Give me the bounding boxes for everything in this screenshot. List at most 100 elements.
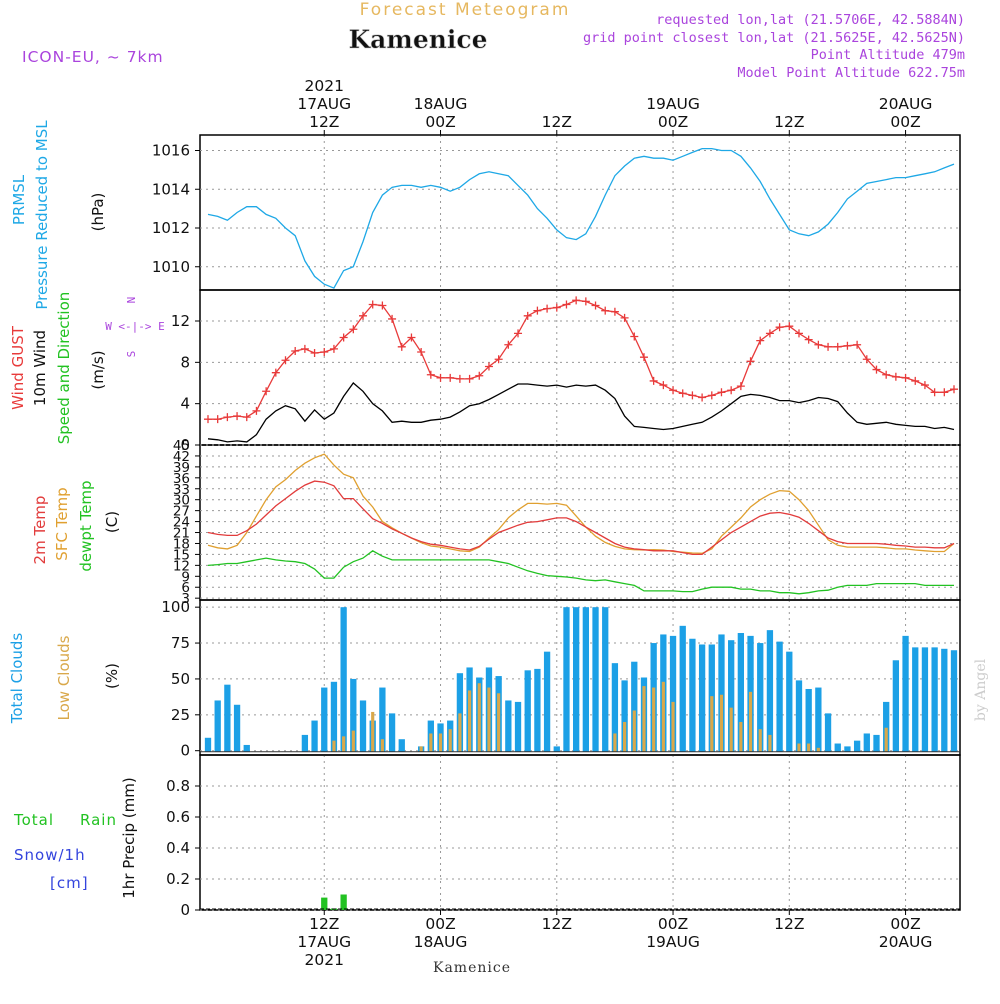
- total-cloud-bar: [398, 739, 405, 752]
- low-cloud-bar: [739, 721, 743, 752]
- gust-marker: [407, 333, 416, 342]
- precip-ytick-label: 0: [180, 901, 190, 919]
- gust-marker: [417, 348, 426, 356]
- gust-marker: [794, 329, 803, 338]
- total-cloud-bar: [824, 713, 832, 752]
- gust-marker: [504, 340, 513, 349]
- gust-marker: [950, 385, 958, 394]
- total-cloud-bar: [592, 607, 599, 752]
- gust-marker: [930, 388, 939, 397]
- low-cloud-bar: [342, 736, 346, 752]
- pressure-ytick-label: 1016: [152, 142, 190, 160]
- low-cloud-bar: [487, 687, 491, 752]
- precip-label-group: Total Rain Snow/1h [cm] 1hr Precip (mm): [13, 777, 138, 898]
- gust-marker: [746, 357, 755, 366]
- low-cloud-bar: [758, 729, 762, 752]
- gust-marker: [339, 333, 348, 342]
- credit-label: by Angel: [973, 658, 989, 721]
- gust-marker: [814, 340, 823, 349]
- model-altitude: Model Point Altitude 622.75m: [737, 65, 965, 81]
- gust-marker: [291, 346, 300, 355]
- gust-marker: [891, 372, 900, 381]
- time-label: 19AUG: [646, 95, 700, 113]
- gust-marker: [853, 340, 862, 349]
- total-cloud-bar: [514, 701, 522, 752]
- gust-marker: [630, 332, 639, 341]
- total-cloud-bar: [224, 684, 231, 752]
- total-cloud-bar: [379, 687, 386, 752]
- gust-line: [208, 299, 955, 420]
- total-cloud-bar: [950, 650, 958, 752]
- total-cloud-bar: [534, 668, 541, 752]
- cm-unit-label: [cm]: [50, 874, 89, 892]
- temp-ytick-label: 6: [181, 580, 190, 596]
- gust-marker: [882, 370, 891, 379]
- gust-marker: [707, 391, 716, 400]
- sfc-temp-line: [207, 453, 955, 554]
- low-cloud-bar: [438, 733, 443, 752]
- total-cloud-bar: [505, 700, 512, 752]
- time-label: 00Z: [658, 113, 688, 131]
- gust-marker: [572, 296, 581, 305]
- low-cloud-bar: [671, 701, 675, 752]
- wind-panel: [199, 289, 961, 446]
- time-label: 2021: [305, 77, 344, 95]
- gust-marker: [717, 388, 726, 397]
- gust-marker: [426, 370, 435, 379]
- time-label: 12Z: [309, 915, 339, 933]
- temp-label-group: 2m Temp SFC Temp dewpt Temp (C): [31, 480, 121, 571]
- total-cloud-bar: [912, 647, 919, 752]
- time-label: 19AUG: [646, 933, 700, 951]
- c-unit-label: (C): [103, 511, 121, 533]
- low-cloud-bar: [497, 693, 501, 752]
- rain-bar: [321, 897, 328, 910]
- pressure-line: [207, 147, 955, 289]
- total-cloud-bar: [737, 633, 745, 752]
- precip-frame: [199, 754, 961, 911]
- clouds-ytick-label: 50: [171, 670, 190, 688]
- gust-marker: [252, 406, 261, 415]
- gust-marker: [233, 412, 242, 421]
- clouds-ytick-label: 100: [161, 598, 190, 616]
- gust-marker: [765, 329, 774, 338]
- total-cloud-bar: [243, 744, 250, 752]
- temp-ytick-label: 3: [181, 591, 190, 607]
- precip-panel: [199, 754, 961, 911]
- total-cloud-bar: [679, 625, 686, 752]
- low-cloud-bar: [429, 733, 433, 752]
- temp-ytick-label: 18: [173, 536, 190, 552]
- low-cloud-bar: [632, 710, 636, 752]
- total-cloud-bar: [883, 701, 890, 752]
- low-cloud-bar: [468, 690, 472, 752]
- total-cloud-bar: [863, 733, 870, 752]
- t2m-line: [207, 480, 955, 556]
- snow-label: Snow/1h: [14, 846, 86, 864]
- percent-unit-label: (%): [103, 663, 121, 689]
- gust-marker: [368, 300, 377, 309]
- total-cloud-bar: [573, 607, 580, 752]
- compass-s: S: [125, 351, 138, 358]
- low-cloud-bar: [719, 694, 724, 752]
- time-label: 00Z: [890, 915, 920, 933]
- temp-ytick-label: 33: [173, 482, 190, 498]
- temp-ytick-label: 24: [173, 515, 190, 531]
- total-cloud-bar: [301, 734, 309, 752]
- gust-marker: [940, 388, 949, 397]
- total-cloud-bar: [844, 746, 851, 752]
- gust-marker: [465, 374, 474, 383]
- low-cloud-bar: [748, 691, 753, 752]
- total-cloud-bar: [853, 740, 861, 752]
- total-cloud-bar: [921, 647, 929, 752]
- total-cloud-bar: [214, 700, 221, 752]
- low-cloud-bar: [380, 739, 384, 752]
- dewpt-label: dewpt Temp: [77, 480, 95, 571]
- gust-marker: [484, 362, 493, 371]
- gust-marker: [349, 325, 358, 334]
- gust-marker: [911, 376, 920, 385]
- low-cloud-bar: [623, 721, 627, 752]
- dewpt-line: [207, 550, 954, 595]
- time-label: 18AUG: [414, 95, 468, 113]
- total-cloud-bar: [233, 704, 241, 752]
